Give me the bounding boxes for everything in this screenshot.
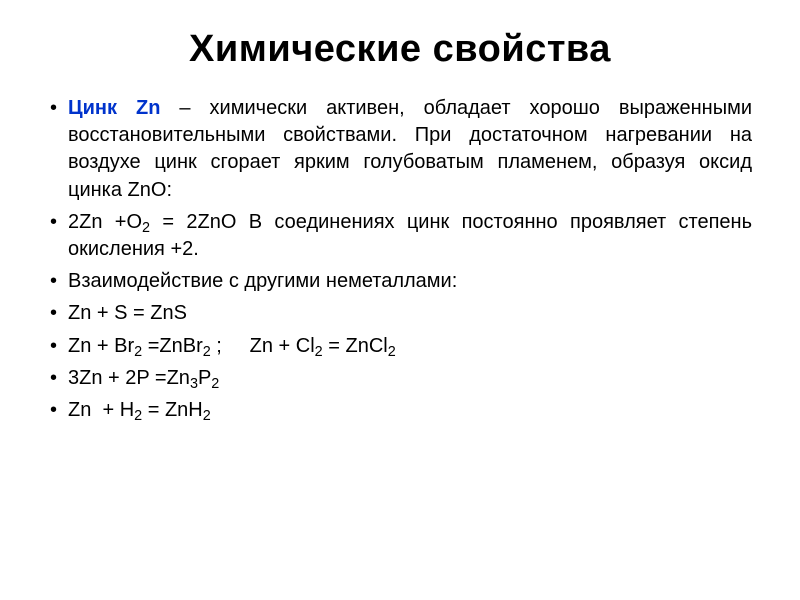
- slide: Химические свойства Цинк Zn – химически …: [0, 0, 800, 600]
- list-item: Zn + H2 = ZnH2: [48, 397, 752, 424]
- list-item: 2Zn +O2 = 2ZnO В соединениях цинк постоя…: [48, 209, 752, 263]
- body-text: Zn + S = ZnS: [68, 302, 187, 324]
- subscript: 2: [142, 220, 150, 236]
- list-item: 3Zn + 2P =Zn3P2: [48, 365, 752, 392]
- list-item: Zn + Br2 =ZnBr2 ; Zn + Cl2 = ZnCl2: [48, 333, 752, 360]
- body-text: Zn + Br: [68, 335, 134, 357]
- subscript: 2: [134, 408, 142, 424]
- bullet-list: Цинк Zn – химически активен, обладает хо…: [48, 95, 752, 424]
- body-text: = 2ZnO В соединениях цинк постоянно проя…: [68, 211, 752, 260]
- body-text: Взаимодействие с другими неметаллами:: [68, 270, 457, 292]
- list-item: Цинк Zn – химически активен, обладает хо…: [48, 95, 752, 204]
- list-item: Взаимодействие с другими неметаллами:: [48, 268, 752, 295]
- body-text: – химически активен, обладает хорошо выр…: [68, 97, 752, 201]
- subscript: 2: [203, 408, 211, 424]
- list-item: Zn + S = ZnS: [48, 300, 752, 327]
- body-text: ; Zn + Cl: [211, 335, 315, 357]
- body-text: P: [198, 367, 211, 389]
- body-text: = ZnCl: [323, 335, 388, 357]
- subscript: 2: [211, 376, 219, 392]
- subscript: 3: [190, 376, 198, 392]
- accent-text: Цинк Zn: [68, 97, 160, 119]
- subscript: 2: [203, 344, 211, 360]
- subscript: 2: [315, 344, 323, 360]
- body-text: 2Zn +O: [68, 211, 142, 233]
- subscript: 2: [388, 344, 396, 360]
- body-text: Zn + H: [68, 399, 134, 421]
- body-text: 3Zn + 2P =Zn: [68, 367, 190, 389]
- body-text: =ZnBr: [142, 335, 203, 357]
- body-text: = ZnH: [142, 399, 203, 421]
- slide-title: Химические свойства: [48, 28, 752, 71]
- subscript: 2: [134, 344, 142, 360]
